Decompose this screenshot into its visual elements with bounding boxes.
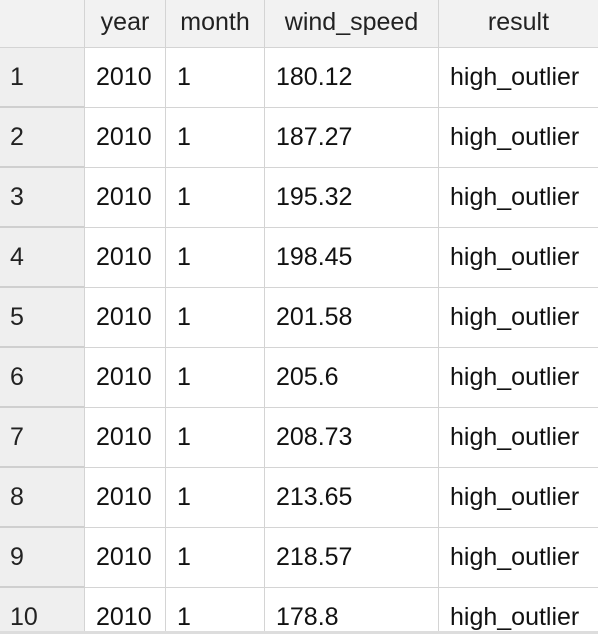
wind-speed-cell[interactable]: 208.73 [265, 408, 439, 468]
table-row[interactable]: 5 2010 1 201.58 high_outlier [0, 288, 598, 348]
table-row[interactable]: 6 2010 1 205.6 high_outlier [0, 348, 598, 408]
wind-speed-cell[interactable]: 180.12 [265, 48, 439, 108]
month-cell[interactable]: 1 [166, 588, 265, 634]
wind-speed-cell[interactable]: 187.27 [265, 108, 439, 168]
index-column-header[interactable] [0, 0, 85, 48]
wind-speed-cell[interactable]: 178.8 [265, 588, 439, 634]
result-cell[interactable]: high_outlier [439, 408, 598, 468]
result-column-header[interactable]: result [487, 7, 550, 36]
year-cell[interactable]: 2010 [85, 468, 166, 528]
wind-speed-cell[interactable]: 218.57 [265, 528, 439, 588]
year-cell[interactable]: 2010 [85, 168, 166, 228]
table-row[interactable]: 3 2010 1 195.32 high_outlier [0, 168, 598, 228]
year-cell[interactable]: 2010 [85, 108, 166, 168]
month-cell[interactable]: 1 [166, 168, 265, 228]
month-cell[interactable]: 1 [166, 48, 265, 108]
month-cell[interactable]: 1 [166, 108, 265, 168]
year-cell[interactable]: 2010 [85, 588, 166, 634]
wind-speed-cell[interactable]: 195.32 [265, 168, 439, 228]
year-cell[interactable]: 2010 [85, 288, 166, 348]
table-row[interactable]: 10 2010 1 178.8 high_outlier [0, 588, 598, 634]
table-body: 1 2010 1 180.12 high_outlier 2 2010 1 18… [0, 48, 598, 634]
row-index[interactable]: 3 [0, 168, 85, 228]
wind-speed-cell[interactable]: 198.45 [265, 228, 439, 288]
table-row[interactable]: 9 2010 1 218.57 high_outlier [0, 528, 598, 588]
row-index[interactable]: 9 [0, 528, 85, 588]
table-row[interactable]: 2 2010 1 187.27 high_outlier [0, 108, 598, 168]
wind-speed-cell[interactable]: 205.6 [265, 348, 439, 408]
year-cell[interactable]: 2010 [85, 408, 166, 468]
table-row[interactable]: 1 2010 1 180.12 high_outlier [0, 48, 598, 108]
month-cell[interactable]: 1 [166, 468, 265, 528]
result-cell[interactable]: high_outlier [439, 108, 598, 168]
row-index[interactable]: 6 [0, 348, 85, 408]
row-index[interactable]: 7 [0, 408, 85, 468]
month-cell[interactable]: 1 [166, 348, 265, 408]
wind-speed-cell[interactable]: 213.65 [265, 468, 439, 528]
year-cell[interactable]: 2010 [85, 348, 166, 408]
year-column-header[interactable]: year [85, 0, 166, 48]
result-cell[interactable]: high_outlier [439, 288, 598, 348]
wind-speed-column-header[interactable]: wind_speed [265, 0, 439, 48]
table-row[interactable]: 4 2010 1 198.45 high_outlier [0, 228, 598, 288]
year-cell[interactable]: 2010 [85, 48, 166, 108]
result-cell[interactable]: high_outlier [439, 468, 598, 528]
year-cell[interactable]: 2010 [85, 528, 166, 588]
row-index[interactable]: 1 [0, 48, 85, 108]
result-cell[interactable]: high_outlier [439, 48, 598, 108]
wind-speed-cell[interactable]: 201.58 [265, 288, 439, 348]
result-cell[interactable]: high_outlier [439, 168, 598, 228]
row-index[interactable]: 8 [0, 468, 85, 528]
row-index[interactable]: 5 [0, 288, 85, 348]
result-cell[interactable]: high_outlier [439, 588, 598, 634]
table-header: year month wind_speed result [0, 0, 598, 48]
table-row[interactable]: 7 2010 1 208.73 high_outlier [0, 408, 598, 468]
result-cell[interactable]: high_outlier [439, 348, 598, 408]
table-row[interactable]: 8 2010 1 213.65 high_outlier [0, 468, 598, 528]
row-index[interactable]: 4 [0, 228, 85, 288]
month-cell[interactable]: 1 [166, 288, 265, 348]
year-cell[interactable]: 2010 [85, 228, 166, 288]
row-index[interactable]: 10 [0, 588, 85, 634]
month-cell[interactable]: 1 [166, 228, 265, 288]
result-cell[interactable]: high_outlier [439, 228, 598, 288]
month-column-header[interactable]: month [166, 0, 265, 48]
month-cell[interactable]: 1 [166, 408, 265, 468]
horizontal-scrollbar[interactable] [0, 631, 598, 634]
result-cell[interactable]: high_outlier [439, 528, 598, 588]
row-index[interactable]: 2 [0, 108, 85, 168]
month-cell[interactable]: 1 [166, 528, 265, 588]
